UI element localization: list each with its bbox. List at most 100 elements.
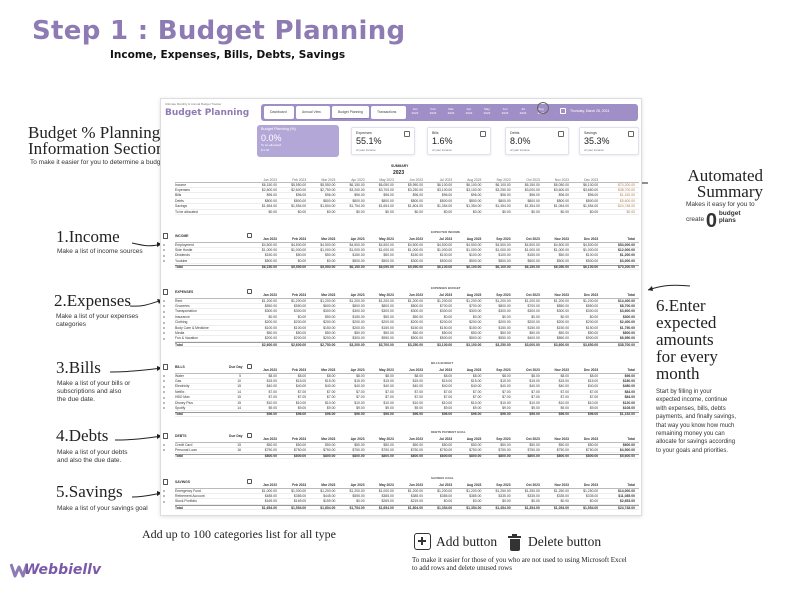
value-cell: $10.00 <box>383 400 394 405</box>
nav-month[interactable]: May 2023 <box>483 107 491 115</box>
value-cell: $1,000.00 <box>320 248 336 253</box>
arrow-expenses <box>129 299 163 307</box>
value-cell: $50.00 <box>558 253 569 258</box>
row-total: $600.00 <box>622 331 635 336</box>
nav-budget-planning[interactable]: Budget Planning <box>332 106 369 119</box>
summary-cell: $3,200.00 <box>349 188 365 193</box>
value-cell: $8.00 <box>385 373 394 378</box>
month-header: Feb 2023 <box>292 368 307 372</box>
due-day: 5 <box>239 373 241 378</box>
value-cell: $800.00 <box>498 304 511 309</box>
nav-month-name: May <box>484 107 490 111</box>
enter-desc: Start by filling in your expected income… <box>656 389 737 454</box>
row-total: $70,200.00 <box>618 265 635 270</box>
nav-month-year: 2023 <box>465 110 473 115</box>
value-cell: $50.00 <box>529 331 540 336</box>
nav-annual-view[interactable]: Annual View <box>296 106 330 119</box>
summary-month-header: Feb 2023 <box>292 178 307 182</box>
nav-month[interactable]: Jul 2023 <box>519 107 527 115</box>
edit-icon[interactable] <box>247 233 252 238</box>
value-cell: $4,500.00 <box>524 242 540 247</box>
gear-icon[interactable] <box>537 102 549 114</box>
value-cell: $0.00 <box>531 314 540 319</box>
nav-month[interactable]: Jan 2023 <box>411 107 419 115</box>
value-cell: $96.00 <box>295 412 307 417</box>
summary-cell: $5,950.00 <box>407 182 423 187</box>
nav-month-year: 2023 <box>411 110 419 115</box>
value-cell: $96.00 <box>325 412 336 417</box>
row-marker <box>163 316 165 319</box>
value-cell: $385.00 <box>381 494 394 499</box>
debt-icon <box>558 131 564 137</box>
value-cell: $1,200.00 <box>466 488 482 493</box>
row-label: Fun & Vacation <box>175 336 198 341</box>
value-cell: $1,000.00 <box>583 248 599 253</box>
summary-cell: $800.00 <box>469 198 482 203</box>
value-cell: $1,554.00 <box>583 505 599 510</box>
edit-icon[interactable] <box>247 289 252 294</box>
row-total: $4,500.00 <box>619 448 635 453</box>
value-cell: $750.00 <box>439 448 453 453</box>
nav-transactions[interactable]: Transactions <box>371 106 406 119</box>
nav-month[interactable]: Jun 2023 <box>501 107 509 115</box>
row-total: $120.00 <box>622 400 635 405</box>
value-cell: $9.00 <box>531 406 540 411</box>
value-cell: $100.00 <box>439 253 453 258</box>
edit-icon[interactable] <box>247 364 252 369</box>
value-cell: $15.00 <box>354 379 365 384</box>
value-cell: $219.00 <box>410 499 423 504</box>
value-cell: $15.00 <box>266 379 277 384</box>
add-icon[interactable] <box>414 533 431 550</box>
month-header: May 2023 <box>379 368 394 372</box>
total-header: Total <box>627 368 635 372</box>
edit-icon[interactable] <box>247 433 252 438</box>
nav-dashboard[interactable]: Dashboard <box>264 106 294 119</box>
value-cell: $800.00 <box>556 454 569 459</box>
summary-cell: $800.00 <box>556 198 569 203</box>
nav-month[interactable]: Mar 2023 <box>447 107 455 115</box>
month-header: Sep 2023 <box>496 368 511 372</box>
value-cell: $7.00 <box>589 389 599 394</box>
value-cell: $555.00 <box>352 494 365 499</box>
month-header: Nov 2023 <box>554 437 569 441</box>
value-cell: $500.00 <box>439 336 453 341</box>
value-cell: $3,000.00 <box>524 342 540 347</box>
value-cell: $3,250.00 <box>407 342 423 347</box>
value-cell: $300.00 <box>439 309 453 314</box>
value-cell: $7.00 <box>560 389 570 394</box>
value-cell: $8.00 <box>560 373 570 378</box>
summary-cell: $6,100.00 <box>495 182 511 187</box>
value-cell: $200.00 <box>556 320 569 325</box>
row-total: $1,750.00 <box>619 325 635 330</box>
value-cell: $5,950.00 <box>407 265 423 270</box>
nav-month[interactable]: Feb 2023 <box>429 107 437 115</box>
summary-cell: $0.00 <box>356 209 365 214</box>
month-header: Oct 2023 <box>526 368 540 372</box>
summary-total: $1,152.00 <box>619 193 635 198</box>
value-cell: $2,750.00 <box>320 342 336 347</box>
value-cell: $50.00 <box>587 442 599 447</box>
row-marker <box>163 407 165 410</box>
value-cell: $8.00 <box>531 373 540 378</box>
value-cell: $7.00 <box>268 389 278 394</box>
value-cell: $40.00 <box>558 384 569 389</box>
value-cell: $50.00 <box>325 314 336 319</box>
value-cell: $10.00 <box>558 400 569 405</box>
month-header: Jun 2023 <box>408 368 423 372</box>
summary-cell: $96.00 <box>471 193 482 198</box>
value-cell: $100.00 <box>585 253 599 258</box>
row-total: $2,400.00 <box>619 320 635 325</box>
trash-icon[interactable] <box>508 534 521 551</box>
value-cell: $1,200.00 <box>437 298 453 303</box>
value-cell: $96.00 <box>471 412 482 417</box>
value-cell: $150.00 <box>264 253 277 258</box>
summary-total: $0.00 <box>626 209 636 214</box>
edit-icon[interactable] <box>247 479 252 484</box>
value-cell: $1,200.00 <box>349 298 365 303</box>
value-cell: $50.00 <box>325 442 336 447</box>
due-day: 16 <box>237 448 241 453</box>
nav-month[interactable]: Apr 2023 <box>465 107 473 115</box>
value-cell: $6,100.00 <box>583 265 599 270</box>
value-cell: $6,050.00 <box>553 265 569 270</box>
value-cell: $4,500.00 <box>583 242 599 247</box>
